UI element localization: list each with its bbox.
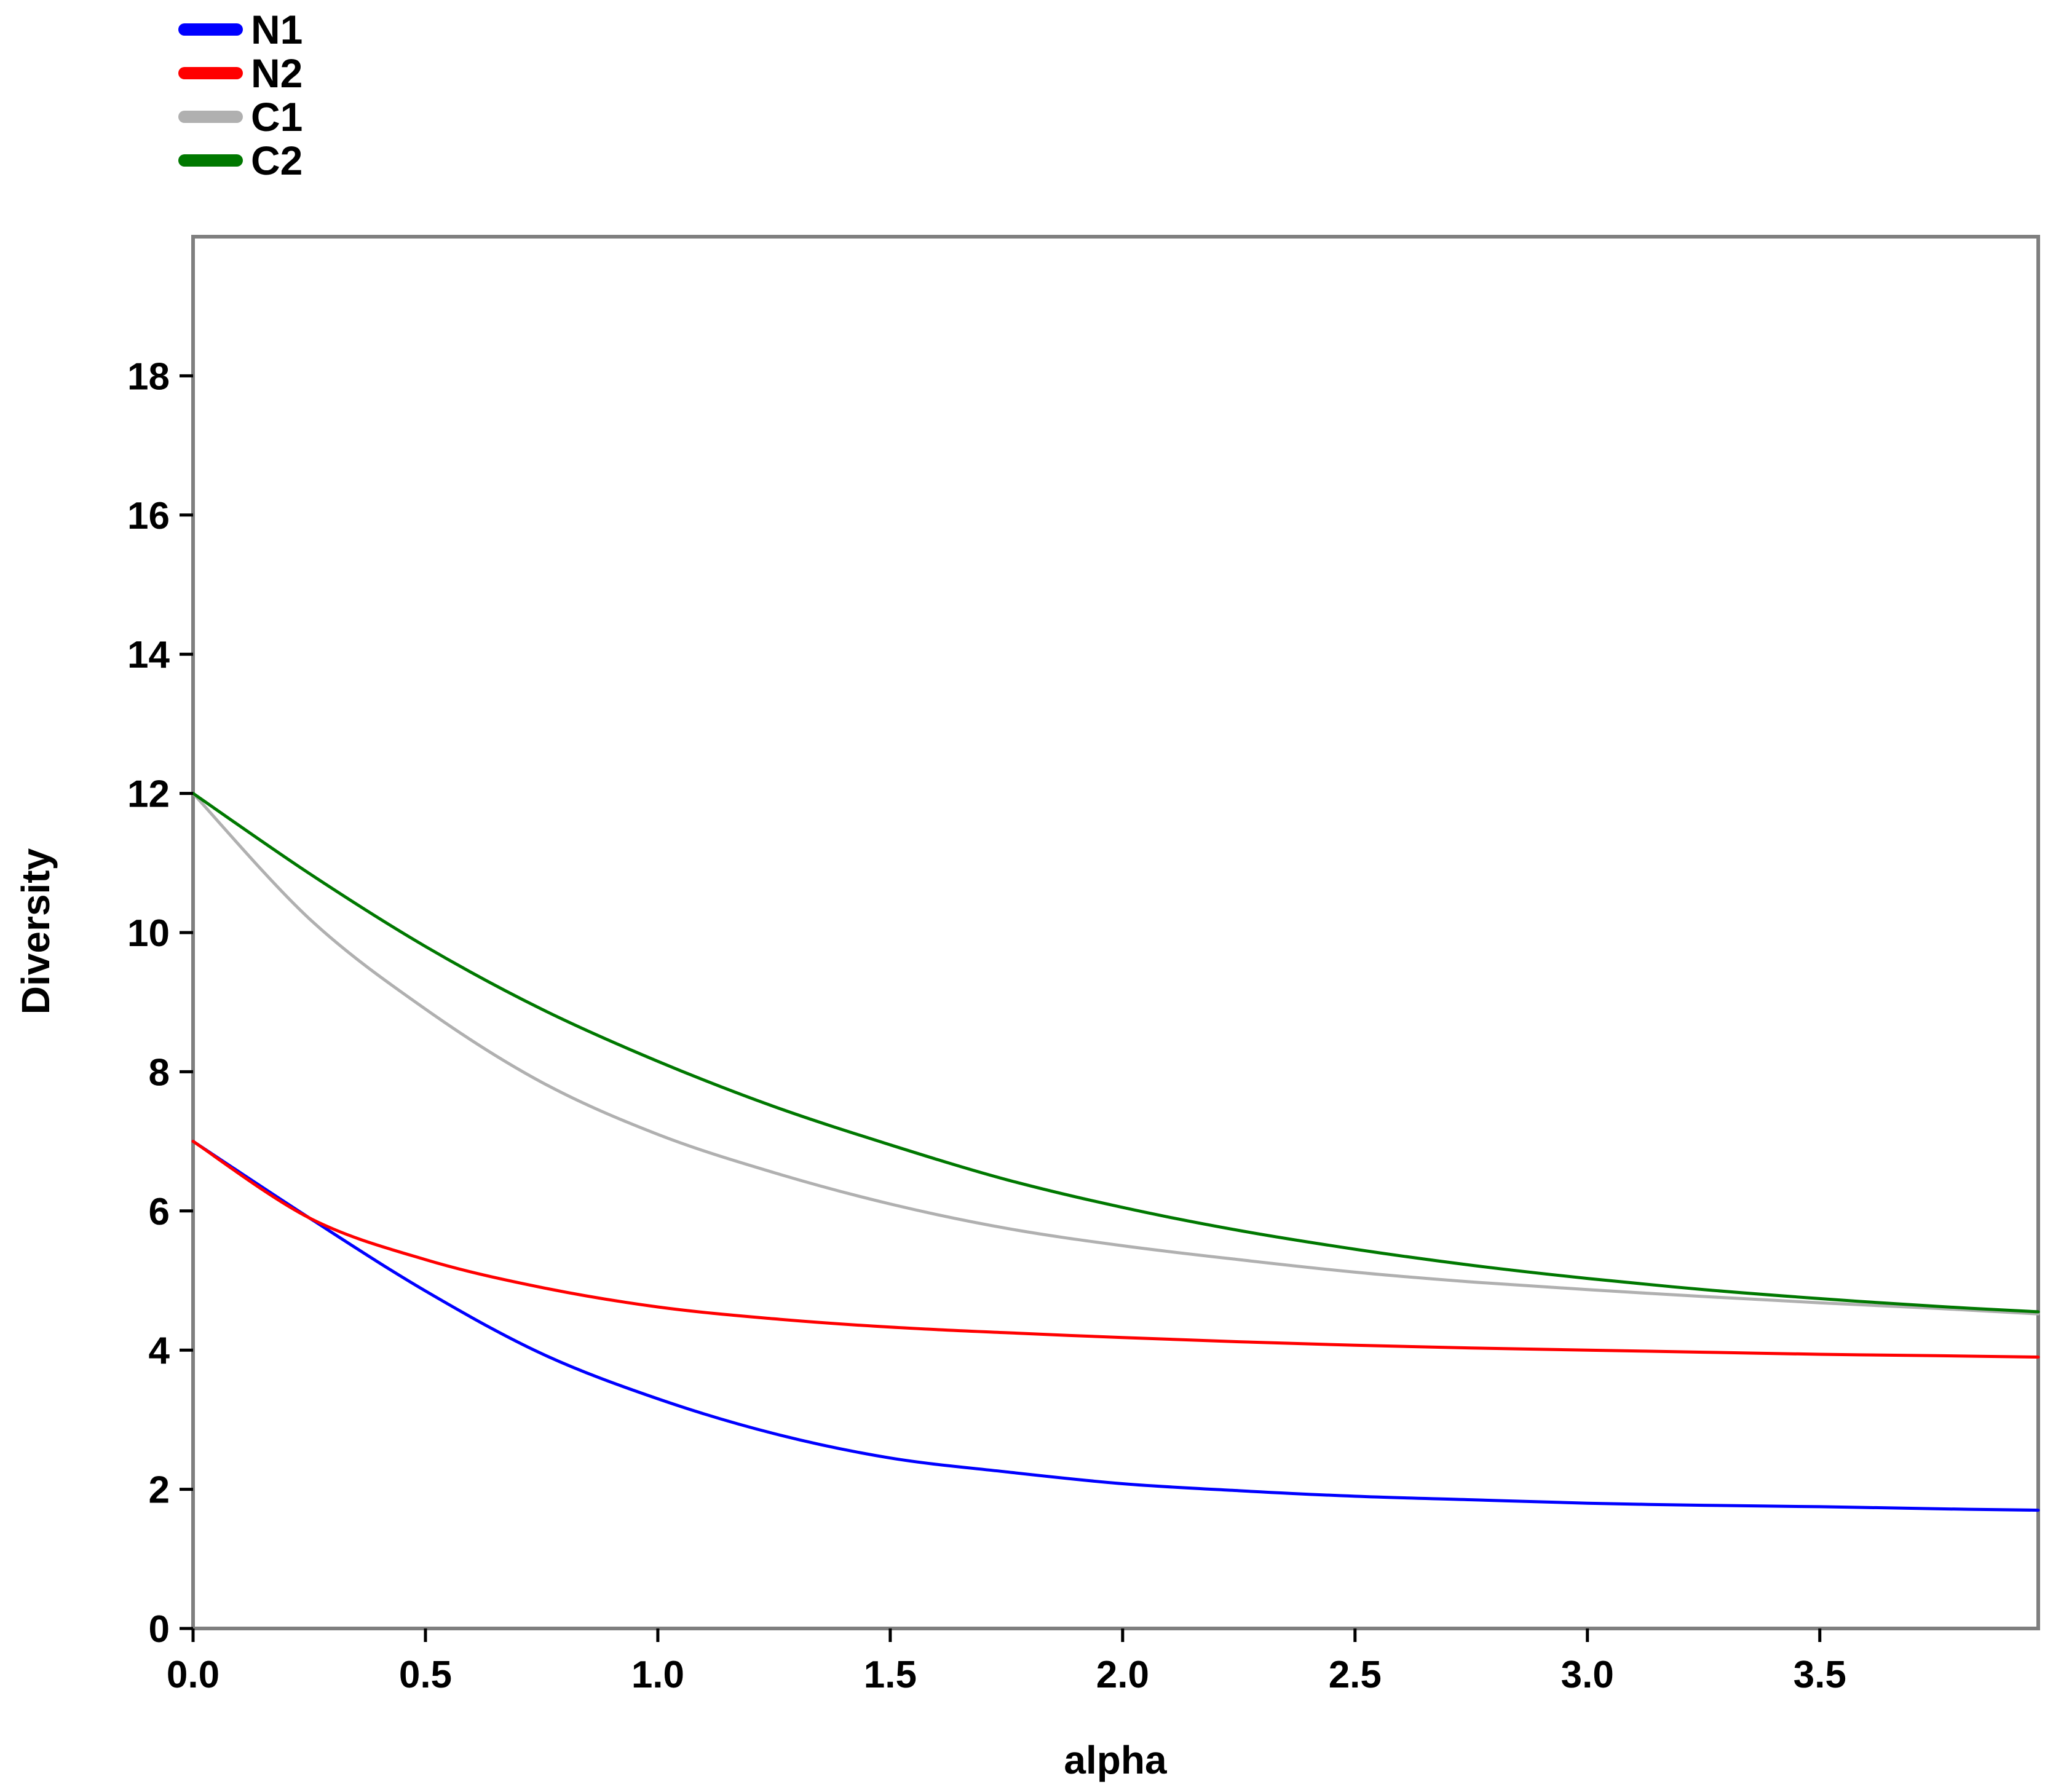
legend-label: C2 [251, 138, 303, 183]
legend-label: C1 [251, 94, 303, 140]
y-tick-label: 16 [127, 495, 170, 537]
y-axis-title: Diversity [14, 848, 58, 1014]
y-axis: 0 2 4 6 8 10 12 14 16 18 [127, 355, 193, 1651]
x-tick-label: 0.5 [399, 1654, 452, 1696]
y-tick-label: 2 [149, 1469, 170, 1512]
x-tick-label: 2.5 [1329, 1654, 1382, 1696]
y-tick-label: 10 [127, 912, 170, 955]
y-tick-label: 14 [127, 634, 170, 676]
x-tick-label: 3.5 [1794, 1654, 1846, 1696]
y-tick-label: 4 [149, 1330, 170, 1372]
x-tick-label: 1.0 [631, 1654, 684, 1696]
y-tick-label: 18 [127, 355, 170, 398]
legend-item-n1: N1 [178, 7, 303, 52]
series-line-n1 [191, 1140, 2040, 1512]
x-tick-label: 2.0 [1096, 1654, 1149, 1696]
x-axis-title: alpha [1064, 1738, 1167, 1782]
y-tick-label: 0 [149, 1608, 170, 1651]
x-tick-label: 1.5 [864, 1654, 917, 1696]
series-lines [191, 792, 2040, 1512]
legend-label: N2 [251, 50, 303, 96]
series-line-c1 [191, 792, 2040, 1316]
y-tick-label: 6 [149, 1191, 170, 1233]
x-axis: 0.0 0.5 1.0 1.5 2.0 2.5 3.0 3.5 [167, 1628, 1846, 1696]
legend-item-n2: N2 [178, 50, 303, 96]
y-tick-label: 12 [127, 773, 170, 816]
legend-label: N1 [251, 7, 303, 52]
legend-item-c2: C2 [178, 138, 303, 183]
x-tick-label: 0.0 [167, 1654, 220, 1696]
y-tick-label: 8 [149, 1051, 170, 1094]
plot-area-frame [191, 235, 2040, 1630]
legend-item-c1: C1 [178, 94, 303, 140]
x-tick-label: 3.0 [1561, 1654, 1614, 1696]
series-line-c2 [191, 792, 2040, 1314]
series-line-n2 [191, 1140, 2040, 1359]
